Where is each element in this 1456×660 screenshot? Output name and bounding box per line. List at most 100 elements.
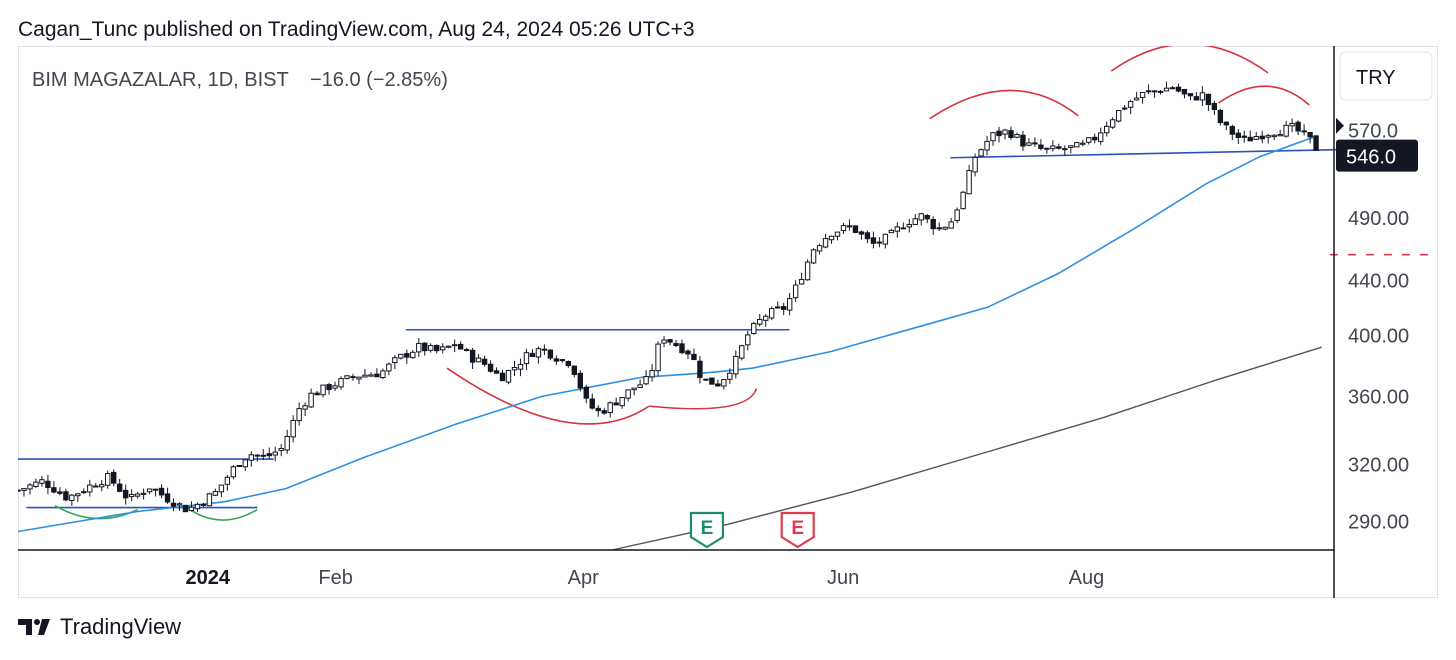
candle-body bbox=[1307, 131, 1313, 138]
candle-body bbox=[1008, 130, 1014, 138]
candle bbox=[1211, 100, 1218, 116]
candle bbox=[1086, 137, 1092, 145]
candle bbox=[33, 478, 39, 489]
candle-body bbox=[146, 488, 153, 493]
candle bbox=[960, 190, 966, 210]
candle bbox=[1301, 124, 1307, 136]
candle-body bbox=[948, 221, 954, 229]
candle-body bbox=[451, 344, 458, 347]
candle bbox=[996, 126, 1002, 143]
price-chart[interactable]: BIM MAGAZALAR, 1D, BIST −16.0 (−2.85%) E… bbox=[18, 46, 1438, 598]
pattern-arc bbox=[1110, 46, 1269, 74]
candle bbox=[266, 447, 272, 459]
candle-body bbox=[380, 370, 386, 379]
candle bbox=[416, 337, 422, 357]
candle bbox=[679, 339, 685, 355]
candle-body bbox=[924, 214, 930, 220]
earnings-marker[interactable]: E bbox=[689, 511, 725, 549]
candle-body bbox=[858, 231, 865, 235]
candle bbox=[1002, 128, 1008, 140]
candle-body bbox=[254, 454, 260, 457]
candle-body bbox=[559, 359, 566, 362]
candle bbox=[236, 464, 243, 468]
candle-body bbox=[93, 485, 99, 488]
candle bbox=[75, 493, 81, 503]
candle bbox=[176, 502, 183, 511]
candle bbox=[505, 369, 512, 385]
candle bbox=[607, 401, 613, 418]
candle-body bbox=[272, 451, 278, 456]
pattern-arc bbox=[1218, 85, 1310, 106]
candle bbox=[673, 339, 679, 348]
candle-body bbox=[739, 345, 745, 359]
candle-body bbox=[1115, 109, 1122, 122]
candle-body bbox=[487, 363, 494, 372]
candle-body bbox=[954, 209, 960, 221]
candle-body bbox=[1223, 121, 1230, 126]
candle-body bbox=[852, 225, 859, 233]
candle-body bbox=[278, 447, 284, 451]
candle bbox=[535, 346, 542, 364]
candle-body bbox=[1103, 125, 1110, 134]
candle bbox=[942, 226, 948, 231]
candle-body bbox=[338, 378, 344, 388]
x-tick-label: Feb bbox=[318, 567, 352, 589]
candle-body bbox=[541, 348, 548, 351]
candle bbox=[218, 484, 225, 498]
candle bbox=[1050, 140, 1056, 152]
candle bbox=[936, 222, 942, 232]
candle bbox=[864, 230, 871, 244]
candle bbox=[1289, 118, 1295, 133]
candle bbox=[1098, 127, 1104, 145]
candle-body bbox=[996, 130, 1002, 137]
y-tick-label: 490.00 bbox=[1348, 208, 1409, 230]
candle-body bbox=[990, 132, 996, 142]
candle-body bbox=[1133, 97, 1140, 101]
candle-body bbox=[1121, 107, 1128, 110]
candle bbox=[116, 478, 123, 493]
candle-body bbox=[822, 238, 829, 248]
candle-body bbox=[505, 369, 512, 383]
candle bbox=[721, 378, 727, 390]
currency-button[interactable]: TRY bbox=[1339, 51, 1433, 101]
candle-body bbox=[314, 392, 320, 396]
candle bbox=[428, 343, 434, 353]
candle bbox=[140, 488, 147, 500]
candle bbox=[242, 459, 249, 471]
candle-body bbox=[721, 379, 727, 387]
neckline bbox=[950, 148, 1355, 159]
candle-body bbox=[733, 355, 739, 375]
candle bbox=[499, 370, 506, 382]
candle bbox=[1241, 130, 1247, 143]
candle bbox=[290, 415, 296, 443]
candle bbox=[272, 446, 278, 462]
candle bbox=[260, 449, 266, 461]
candle bbox=[553, 355, 560, 365]
candle bbox=[1169, 86, 1176, 90]
candle-body bbox=[457, 343, 464, 350]
earnings-marker[interactable]: E bbox=[780, 511, 815, 549]
candle-body bbox=[1074, 142, 1080, 148]
candle bbox=[105, 470, 111, 489]
candle-body bbox=[260, 454, 266, 457]
candle bbox=[1265, 133, 1271, 144]
candle-body bbox=[972, 156, 978, 173]
candle bbox=[487, 360, 494, 373]
candle bbox=[565, 360, 572, 368]
candle-body bbox=[1229, 126, 1236, 135]
candle bbox=[380, 368, 386, 380]
candle bbox=[703, 378, 709, 381]
candle-body bbox=[1205, 93, 1212, 106]
candle-body bbox=[1271, 134, 1277, 138]
candle-body bbox=[164, 493, 171, 503]
candle bbox=[308, 388, 314, 409]
plot-area[interactable] bbox=[18, 46, 1438, 551]
candle-body bbox=[1139, 91, 1146, 98]
candle-body bbox=[200, 503, 207, 506]
candle bbox=[1068, 145, 1074, 154]
candle-body bbox=[410, 351, 416, 359]
candle-body bbox=[613, 402, 619, 406]
candle bbox=[1283, 120, 1289, 138]
candle-body bbox=[499, 372, 506, 382]
tradingview-logo-icon bbox=[18, 619, 50, 635]
